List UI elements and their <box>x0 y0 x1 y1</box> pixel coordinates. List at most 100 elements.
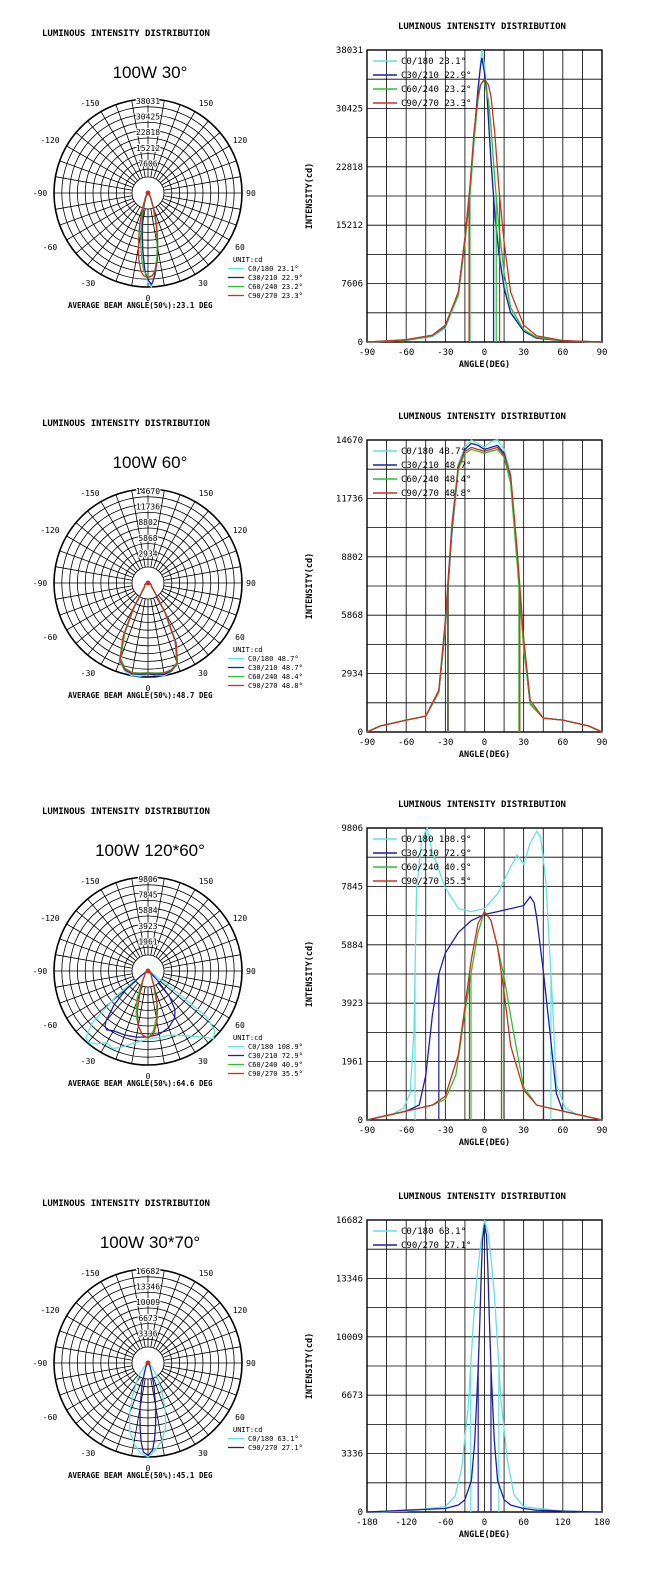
polar-spoke <box>159 1372 221 1424</box>
polar-angle-label: 120 <box>233 914 248 923</box>
polar-spoke <box>150 986 165 1064</box>
series-line <box>366 78 603 343</box>
polar-spoke <box>153 207 181 282</box>
polar-spoke <box>100 1376 141 1445</box>
polar-spoke <box>150 878 165 956</box>
polar-legend-label: C90/270 23.3° <box>248 292 303 300</box>
product-name: 100W 30*70° <box>100 1233 200 1252</box>
polar-spoke <box>87 1290 139 1352</box>
polar-ring-label: 7606 <box>138 159 157 168</box>
polar-spoke <box>162 938 237 966</box>
polar-angle-label: -30 <box>81 669 96 678</box>
polar-spoke <box>55 585 133 600</box>
polar-spoke <box>157 204 209 266</box>
polar-angle-label: 30 <box>198 1057 208 1066</box>
chart-series <box>366 825 603 1121</box>
polar-spoke <box>162 976 237 1004</box>
y-tick-label: 11736 <box>336 494 363 504</box>
polar-spoke <box>162 198 237 226</box>
product-name: 100W 60° <box>113 453 188 472</box>
x-tick-label: -120 <box>395 1518 417 1528</box>
polar-angle-label: 30 <box>198 279 208 288</box>
polar-spoke <box>131 490 146 568</box>
x-tick-label: -90 <box>359 348 375 358</box>
polar-spoke <box>163 176 241 191</box>
y-tick-label: 7845 <box>341 882 363 892</box>
polar-legend-label: C60/240 48.4° <box>248 673 303 681</box>
polar-spoke <box>161 978 230 1019</box>
polar-outer-ring <box>53 98 243 288</box>
y-tick-label: 0 <box>358 1508 363 1518</box>
polar-angle-label: 120 <box>233 1306 248 1315</box>
polar-spoke <box>87 510 139 572</box>
polar-spoke <box>150 490 165 568</box>
y-axis-label: INTENSITY(cd) <box>305 941 315 1008</box>
polar-legend-label: C0/180 108.9° <box>248 1043 303 1051</box>
y-tick-label: 13346 <box>336 1274 363 1284</box>
polar-angle-label: 0 <box>146 684 151 693</box>
polar-spoke <box>66 590 135 631</box>
polar-legend-label: C90/270 35.5° <box>248 1070 303 1078</box>
polar-angle-label: -120 <box>40 914 59 923</box>
x-tick-label: 90 <box>597 1126 608 1136</box>
legend-label: C60/240 48.4° <box>401 475 471 485</box>
photometric-panel: LUMINOUS INTENSITY DISTRIBUTION 100W 120*… <box>0 778 650 1170</box>
unit-label: UNIT:cd <box>233 1034 263 1042</box>
x-tick-label: 90 <box>597 348 608 358</box>
x-axis-label: ANGLE(DEG) <box>459 750 510 760</box>
polar-spoke <box>159 202 221 254</box>
polar-angle-label: -60 <box>43 243 58 252</box>
polar-angle-label: -150 <box>80 99 99 108</box>
polar-spoke <box>115 104 143 179</box>
polar-ring-label: 9806 <box>138 875 157 884</box>
y-tick-label: 14670 <box>336 436 363 446</box>
polar-spoke <box>157 1374 209 1436</box>
polar-angle-label: 0 <box>146 1072 151 1081</box>
photometric-svg: LUMINOUS INTENSITY DISTRIBUTION 100W 120*… <box>33 800 608 1148</box>
polar-spoke <box>100 984 141 1053</box>
y-tick-label: 22818 <box>336 163 363 173</box>
polar-angle-label: 150 <box>199 1269 214 1278</box>
polar-legend-label: C60/240 40.9° <box>248 1061 303 1069</box>
polar-spoke <box>157 510 209 572</box>
polar-spoke <box>163 1346 241 1361</box>
legend-label: C0/180 48.7° <box>401 447 466 457</box>
polar-spoke <box>75 132 137 184</box>
x-tick-label: 60 <box>557 1126 568 1136</box>
polar-ring-label: 30425 <box>136 113 160 122</box>
polar-angle-label: -60 <box>43 633 58 642</box>
polar-spoke <box>161 923 230 964</box>
x-tick-label: -60 <box>437 1518 453 1528</box>
x-tick-label: -30 <box>437 348 453 358</box>
polar-spoke <box>59 976 134 1004</box>
polar-spoke <box>87 594 139 656</box>
polar-spoke <box>157 120 209 182</box>
polar-spoke <box>159 592 221 644</box>
x-tick-label: 30 <box>518 1126 529 1136</box>
chart-title: LUMINOUS INTENSITY DISTRIBUTION <box>398 22 566 32</box>
polar-spoke <box>163 566 241 581</box>
polar-spoke <box>155 984 196 1053</box>
polar-spoke <box>161 145 230 186</box>
x-tick-label: -60 <box>398 348 414 358</box>
polar-ring-label: 16682 <box>136 1267 160 1276</box>
polar-angle-label: -150 <box>80 1269 99 1278</box>
polar-spoke <box>75 202 137 254</box>
polar-ring-label: 7845 <box>138 891 157 900</box>
polar-spoke <box>75 1302 137 1354</box>
polar-spoke <box>162 550 237 578</box>
polar-curve-series <box>119 582 179 675</box>
polar-spoke <box>161 535 230 576</box>
polar-ring-label: 3336 <box>138 1329 157 1338</box>
polar-spoke <box>131 878 146 956</box>
polar-spoke <box>55 176 133 191</box>
series-line <box>366 1219 603 1513</box>
polar-spoke <box>157 1290 209 1352</box>
polar-curve-series <box>118 582 179 677</box>
polar-angle-label: 60 <box>235 633 245 642</box>
polar-spoke <box>100 889 141 958</box>
beam-angle-label: AVERAGE BEAM ANGLE(50%):64.6 DEG <box>68 1079 213 1088</box>
series-line <box>366 895 603 1121</box>
polar-spoke <box>162 1330 237 1358</box>
polar-spoke <box>59 550 134 578</box>
